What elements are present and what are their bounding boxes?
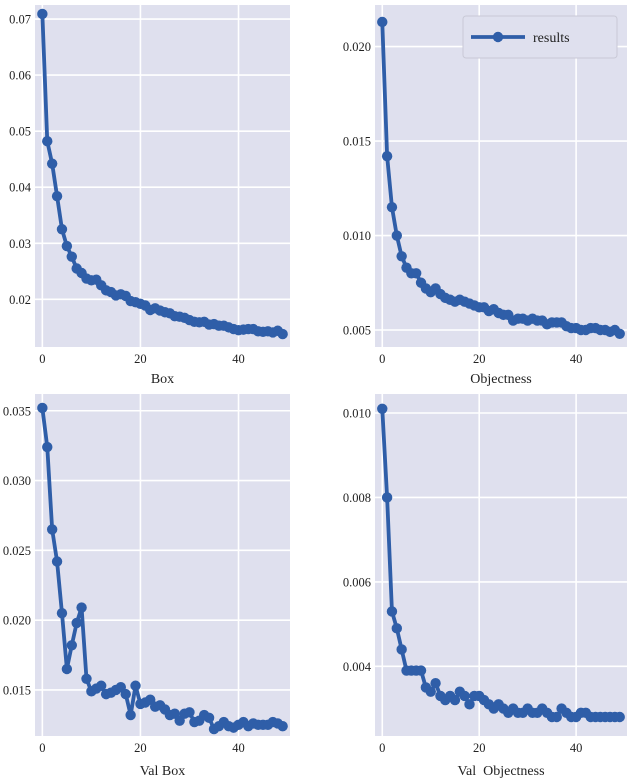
data-point [76,602,87,613]
x-tick-label: 0 [379,352,385,366]
data-point [66,640,77,651]
x-tick-label: 0 [39,741,45,755]
data-point [377,403,388,414]
plot-area [35,5,290,347]
data-point [396,251,407,262]
y-tick-label: 0.004 [343,660,372,674]
plot-area [35,394,290,736]
x-axis-label: Box [151,372,174,387]
legend-label: results [533,31,570,46]
x-tick-label: 40 [570,352,583,366]
y-tick-label: 0.010 [343,407,371,421]
data-point [51,190,63,202]
x-tick-label: 20 [473,741,486,755]
data-point [614,328,625,339]
data-point [130,680,141,691]
y-tick-label: 0.05 [9,125,31,139]
data-point [277,328,288,340]
y-tick-label: 0.035 [3,404,31,418]
y-tick-label: 0.008 [343,491,371,505]
data-point [203,712,215,724]
y-tick-label: 0.04 [9,181,32,195]
legend-box [462,15,618,59]
data-point [42,441,53,453]
data-point [386,606,398,617]
legend-marker [492,31,504,43]
data-point [56,224,68,235]
plot-area [375,5,627,347]
data-point [425,686,436,697]
data-point [449,694,461,706]
data-point [381,150,393,162]
data-point [37,8,48,20]
y-tick-label: 0.07 [9,13,31,27]
x-tick-label: 40 [232,352,245,366]
plot-area [375,394,627,736]
y-tick-label: 0.015 [343,135,371,149]
subplot-1: 0 20 40 0.02 0.03 0.04 0.05 0.06 0.07 Box [9,5,290,387]
data-point [386,201,398,213]
data-point [51,556,63,567]
subplot-4: 0 20 40 0.004 0.006 0.008 0.010 Val Objectness [343,394,627,778]
y-tick-label: 0.006 [343,575,371,589]
data-point [46,524,58,535]
y-tick-label: 0.005 [343,323,371,337]
y-tick-label: 0.020 [3,614,31,628]
x-axis-label: Val Objectness [457,764,544,778]
legend: results [462,15,618,59]
data-point [381,492,393,503]
y-tick-label: 0.02 [9,293,31,307]
data-point [464,699,475,710]
data-point [96,680,107,691]
y-tick-label: 0.010 [343,229,371,243]
data-point [42,136,53,147]
data-point [125,709,136,721]
data-point [415,665,427,676]
data-point [391,230,403,241]
data-point [430,678,441,689]
y-tick-label: 0.020 [343,40,371,54]
x-tick-label: 20 [134,352,147,366]
y-tick-label: 0.025 [3,544,31,558]
y-tick-label: 0.030 [3,474,31,488]
x-tick-label: 20 [134,741,147,755]
x-axis-label: Objectness [470,372,531,387]
data-point [120,688,131,700]
data-point [551,711,562,723]
x-tick-label: 40 [232,741,245,755]
data-point [391,623,403,634]
data-point [37,402,48,414]
data-point [46,158,58,169]
data-point [459,690,470,702]
data-point [377,16,388,28]
x-axis-label: Val Box [140,764,186,778]
x-tick-label: 20 [473,352,486,366]
data-point [184,707,195,718]
data-point [410,268,422,279]
data-point [71,617,82,629]
x-tick-label: 40 [570,741,583,755]
subplot-2: 0 20 40 0.005 0.010 0.015 0.020 Objectness resul… [343,5,627,387]
subplot-3: 0 20 40 0.015 0.020 0.025 0.030 0.035 Val Box [3,394,290,778]
data-point [56,607,68,619]
data-point [396,644,407,655]
data-point [81,673,92,684]
y-tick-label: 0.015 [3,683,31,697]
x-tick-label: 0 [39,352,45,366]
data-point [66,251,77,262]
data-point [277,721,288,732]
data-point [61,663,73,675]
y-tick-label: 0.06 [9,69,31,83]
x-tick-label: 0 [379,741,385,755]
data-point [614,711,625,723]
y-tick-label: 0.03 [9,237,31,251]
data-point [61,240,73,252]
